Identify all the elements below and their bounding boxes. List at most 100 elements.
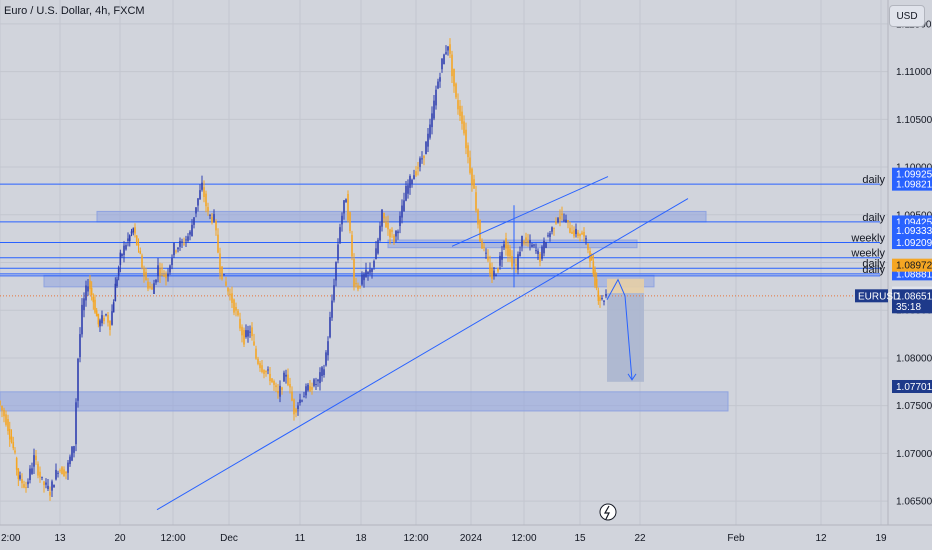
candle-body: [405, 186, 407, 201]
candle-body: [597, 290, 600, 301]
candle-body: [112, 302, 115, 313]
candle-body: [579, 233, 581, 237]
candle-body: [537, 250, 539, 255]
candle-body: [427, 133, 429, 147]
candle-body: [235, 307, 237, 311]
candle-body: [539, 254, 541, 262]
candle-body: [79, 334, 81, 358]
candle-body: [101, 315, 103, 324]
candle-body: [533, 244, 535, 246]
candle-body: [403, 200, 405, 212]
candle-body: [89, 280, 91, 290]
candle-body: [415, 171, 417, 176]
candle-body: [355, 283, 357, 285]
x-tick-label: 2:00: [1, 533, 21, 544]
candle-body: [85, 285, 87, 301]
candle-body: [525, 237, 527, 241]
candle-body: [331, 300, 333, 318]
candle-body: [573, 230, 575, 237]
candle-body: [269, 373, 271, 382]
price-badge-text: 1.08651: [896, 291, 932, 302]
x-tick-label: 18: [355, 533, 367, 544]
candle-body: [245, 330, 247, 337]
y-tick-label: 1.10500: [896, 115, 932, 126]
candle-body: [117, 267, 120, 276]
price-badge-text: 1.08972: [896, 261, 932, 272]
candle-body: [507, 245, 509, 256]
candle-body: [455, 83, 457, 98]
candle-body: [433, 100, 435, 119]
candle-body: [311, 387, 313, 390]
candle-body: [247, 330, 249, 337]
candle-body: [209, 214, 211, 216]
candle-body: [505, 238, 507, 249]
candle-body: [590, 254, 593, 261]
candle-body: [481, 240, 483, 249]
candle-body: [441, 58, 443, 70]
candle-body: [116, 279, 118, 287]
candle-body: [467, 145, 469, 158]
price-badge-text: 1.07701: [896, 382, 932, 393]
price-badge: [892, 379, 932, 393]
candle-body: [543, 240, 545, 254]
candle-body: [373, 261, 375, 268]
candle-body: [181, 241, 183, 243]
candle-body: [323, 369, 325, 375]
candle-body: [425, 141, 427, 155]
candle-body: [227, 287, 229, 292]
candle-body: [159, 269, 161, 276]
candle-body: [223, 274, 225, 276]
candle-body: [581, 232, 583, 235]
candle-body: [213, 214, 215, 221]
candle-body: [165, 273, 167, 279]
currency-button[interactable]: USD: [889, 5, 925, 27]
candle-body: [0, 400, 1, 405]
candle-body: [559, 216, 561, 219]
candle-body: [195, 207, 197, 214]
candle-body: [561, 213, 563, 216]
candle-body: [339, 227, 341, 243]
candle-body: [321, 367, 323, 377]
candle-body: [499, 255, 501, 266]
candle-body: [535, 250, 537, 252]
candle-body: [313, 379, 315, 386]
candle-body: [73, 446, 75, 453]
candle-body: [83, 298, 85, 311]
candle-body: [423, 155, 425, 159]
candle-body: [119, 252, 122, 266]
candle-body: [531, 244, 533, 247]
candle-body: [90, 287, 93, 295]
candle-body: [557, 218, 559, 223]
candle-body: [605, 293, 607, 297]
candle-body: [409, 176, 411, 188]
candle-body: [92, 296, 95, 303]
candle-body: [493, 270, 495, 276]
candle-body: [491, 267, 493, 279]
candle-body: [315, 384, 317, 386]
candle-body: [279, 385, 281, 397]
candle-body: [12, 441, 15, 449]
candle-body: [105, 314, 107, 316]
candle-body: [327, 341, 329, 356]
candle-body: [457, 100, 459, 110]
candle-body: [489, 263, 491, 274]
candle-body: [463, 121, 465, 134]
candle-body: [365, 269, 367, 277]
candle-body: [345, 199, 347, 203]
price-badge-text: 1.09821: [896, 180, 932, 191]
candle-body: [443, 54, 445, 65]
candle-body: [549, 233, 551, 237]
candle-body: [571, 231, 573, 234]
candle-body: [255, 348, 257, 359]
candle-body: [341, 215, 343, 225]
candle-body: [81, 304, 83, 335]
candle-body: [435, 89, 437, 106]
symbol-badge-text: EURUSD: [858, 291, 900, 302]
candle-body: [47, 485, 49, 489]
candle-body: [337, 244, 339, 261]
candle-body: [134, 227, 136, 234]
candle-body: [271, 378, 273, 383]
candle-body: [14, 450, 16, 453]
